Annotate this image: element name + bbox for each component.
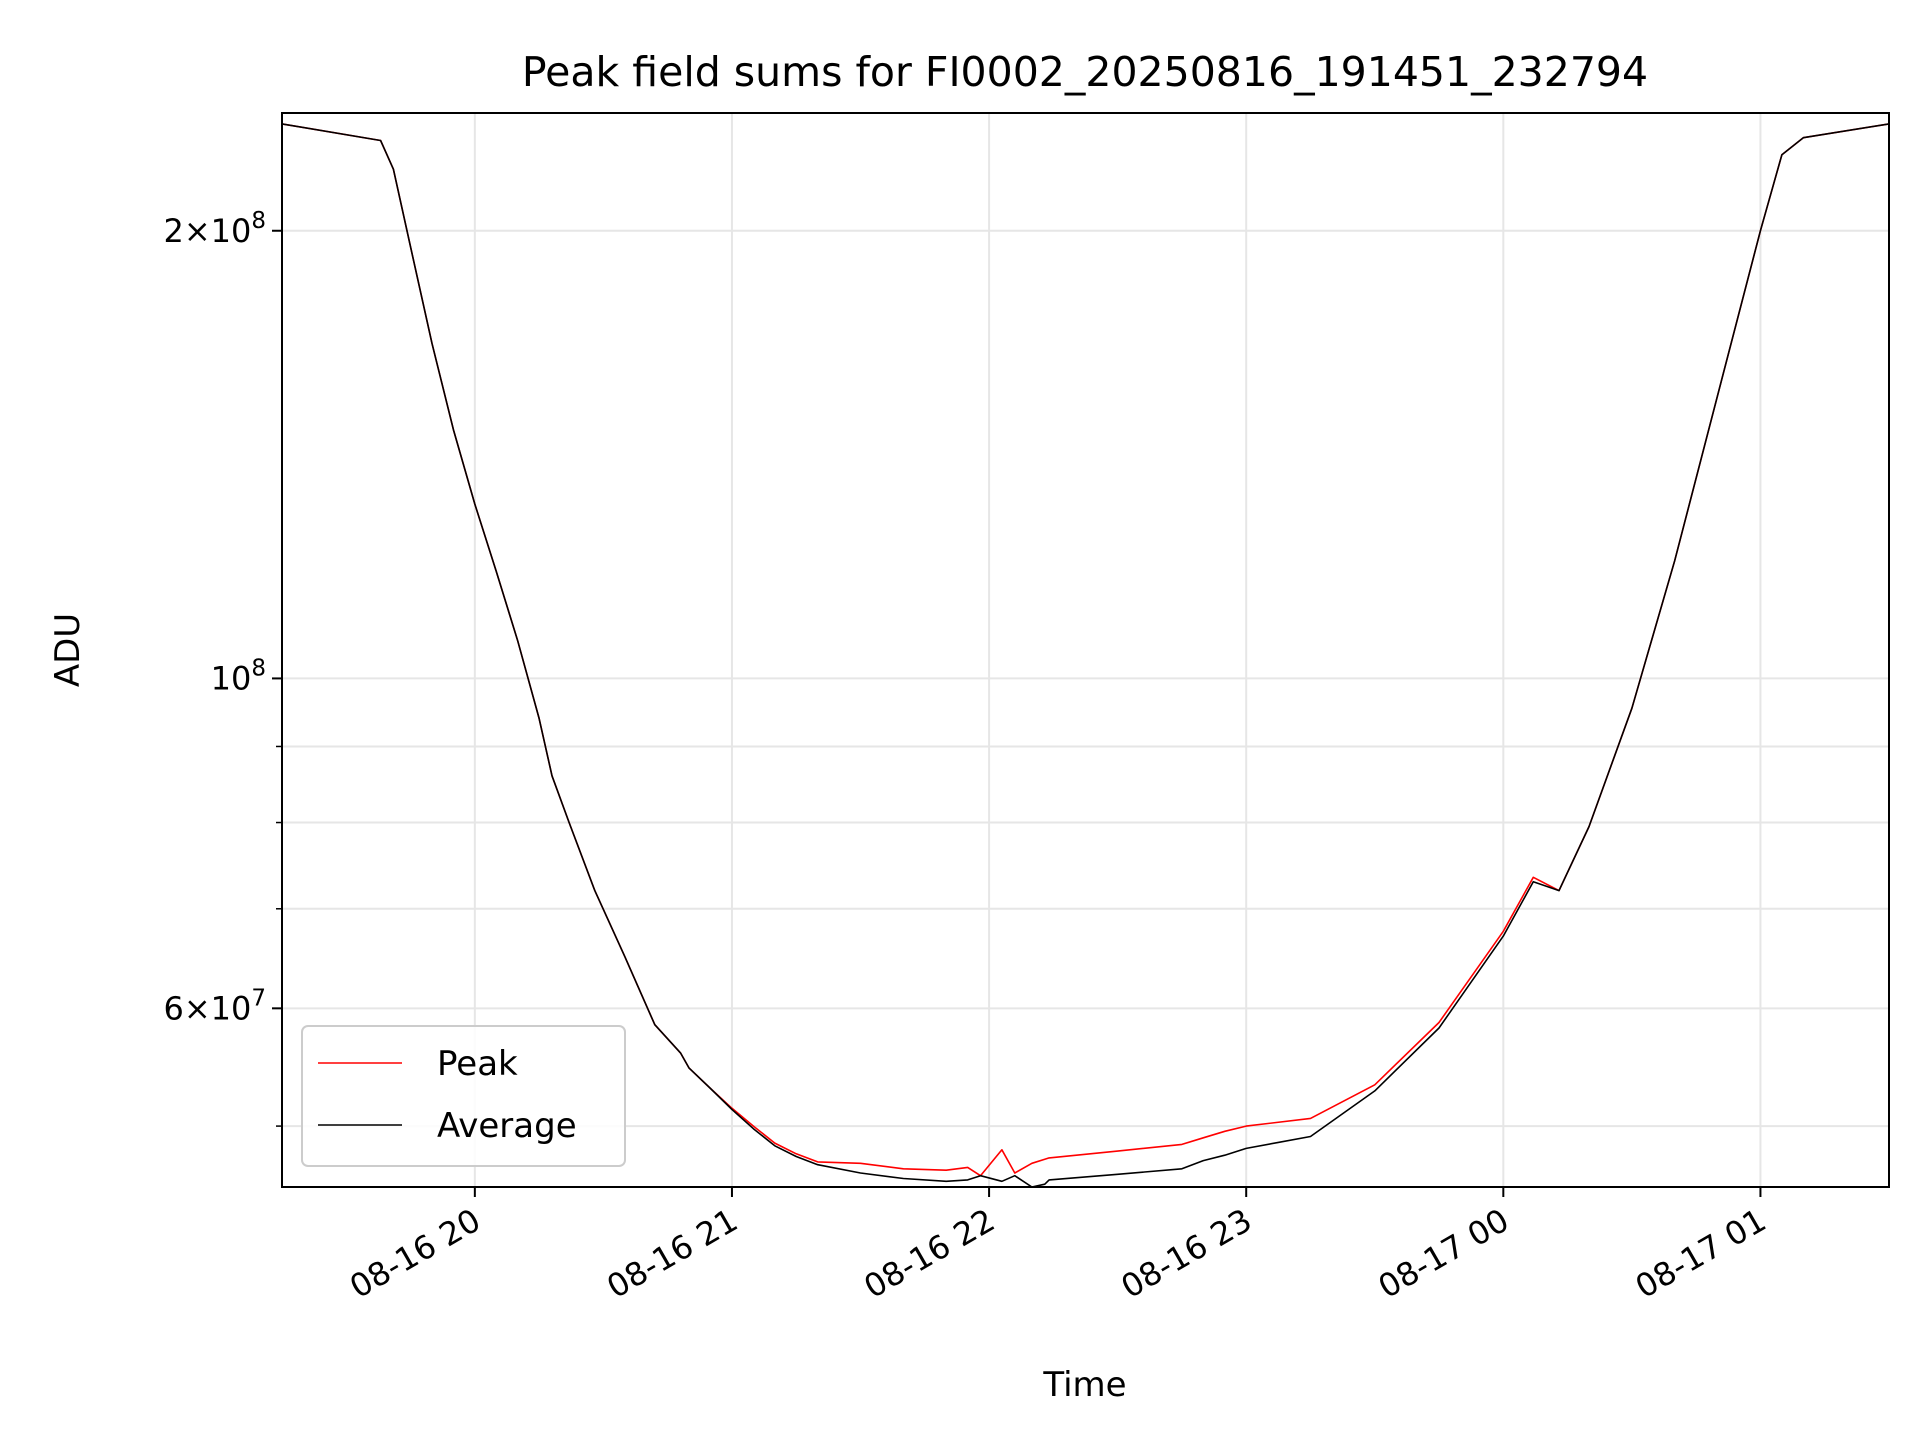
x-tick-label: 08-17 01 bbox=[1629, 1201, 1773, 1306]
x-tick-label: 08-16 21 bbox=[600, 1201, 744, 1306]
y-tick-label: 2×108 bbox=[163, 208, 266, 250]
y-tick-label: 6×107 bbox=[163, 985, 266, 1027]
y-axis-label: ADU bbox=[48, 613, 88, 687]
x-axis-label: Time bbox=[1042, 1365, 1126, 1405]
series-line-average bbox=[281, 123, 1890, 1188]
x-tick-label: 08-16 22 bbox=[857, 1201, 1001, 1306]
y-tick-label: 108 bbox=[211, 655, 266, 697]
x-tick-label: 08-16 20 bbox=[343, 1201, 487, 1306]
x-tick-label: 08-17 00 bbox=[1372, 1201, 1516, 1306]
plot-frame bbox=[281, 112, 1890, 1188]
legend-label-peak: Peak bbox=[437, 1044, 518, 1084]
series-layer bbox=[281, 123, 1890, 1188]
grid bbox=[282, 113, 1889, 1187]
legend-label-average: Average bbox=[437, 1106, 577, 1146]
legend: Peak Average bbox=[301, 1025, 626, 1167]
series-line-peak bbox=[281, 123, 1890, 1177]
legend-box bbox=[301, 1025, 626, 1167]
x-tick-label: 08-16 23 bbox=[1115, 1201, 1259, 1306]
chart-title: Peak field sums for FI0002_20250816_1914… bbox=[522, 48, 1648, 96]
